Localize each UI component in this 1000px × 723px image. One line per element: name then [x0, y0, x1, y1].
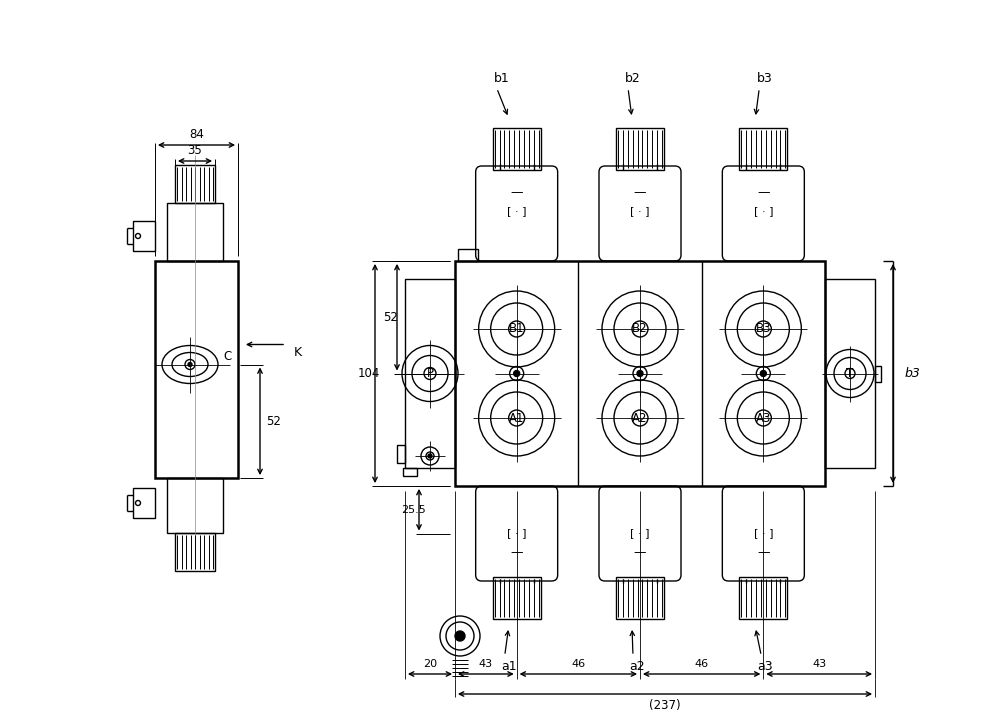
Bar	[167, 478, 223, 533]
Text: —: —	[757, 547, 770, 560]
Bar	[403, 468, 417, 476]
Bar	[175, 165, 215, 203]
Circle shape	[760, 370, 766, 377]
Text: b1: b1	[494, 72, 510, 85]
Bar	[739, 577, 787, 619]
Text: a2: a2	[629, 659, 645, 672]
Text: K: K	[294, 346, 302, 359]
Text: —: —	[634, 187, 646, 200]
Bar	[458, 249, 478, 261]
Bar	[739, 128, 787, 170]
Text: 52: 52	[267, 415, 281, 428]
Text: —: —	[634, 547, 646, 560]
Circle shape	[514, 370, 520, 377]
Text: b3: b3	[756, 72, 772, 85]
Text: [ · ]: [ · ]	[507, 206, 526, 216]
Text: [ · ]: [ · ]	[754, 528, 773, 538]
Bar	[493, 128, 541, 170]
Circle shape	[188, 362, 192, 367]
Bar	[493, 577, 541, 619]
Bar	[616, 577, 664, 619]
Text: [ · ]: [ · ]	[630, 528, 650, 538]
Bar	[616, 128, 664, 170]
Text: P: P	[426, 367, 434, 380]
Circle shape	[637, 370, 643, 377]
Text: C: C	[224, 350, 232, 363]
Text: 84: 84	[189, 129, 204, 142]
Text: 52: 52	[384, 311, 398, 324]
Circle shape	[428, 454, 432, 458]
Bar	[397, 445, 405, 463]
Text: [ · ]: [ · ]	[630, 206, 650, 216]
Text: A1: A1	[509, 411, 524, 424]
Text: B3: B3	[756, 322, 771, 335]
Text: B1: B1	[509, 322, 524, 335]
Text: a3: a3	[758, 659, 773, 672]
Bar	[167, 203, 223, 261]
Text: —: —	[510, 547, 523, 560]
Bar	[133, 221, 155, 251]
Text: 43: 43	[479, 659, 493, 669]
Bar	[875, 366, 881, 382]
Bar	[405, 279, 455, 468]
Bar	[155, 261, 238, 478]
Text: A2: A2	[632, 411, 648, 424]
Text: A3: A3	[756, 411, 771, 424]
Circle shape	[455, 631, 465, 641]
Text: 25.5: 25.5	[401, 505, 425, 515]
Text: 35: 35	[188, 145, 202, 158]
Text: (237): (237)	[649, 699, 681, 712]
Text: 46: 46	[571, 659, 585, 669]
Text: b2: b2	[625, 72, 641, 85]
Text: T: T	[846, 367, 854, 380]
Text: [ · ]: [ · ]	[754, 206, 773, 216]
Text: 20: 20	[423, 659, 437, 669]
Text: —: —	[510, 187, 523, 200]
Text: B2: B2	[632, 322, 648, 335]
Text: a1: a1	[501, 659, 516, 672]
Text: —: —	[757, 187, 770, 200]
Text: 46: 46	[695, 659, 709, 669]
Bar	[825, 279, 875, 468]
Text: b3: b3	[905, 367, 921, 380]
Bar	[133, 488, 155, 518]
Text: [ · ]: [ · ]	[507, 528, 526, 538]
Text: 104: 104	[358, 367, 380, 380]
Bar	[455, 261, 825, 486]
Bar	[175, 533, 215, 571]
Text: 43: 43	[812, 659, 826, 669]
